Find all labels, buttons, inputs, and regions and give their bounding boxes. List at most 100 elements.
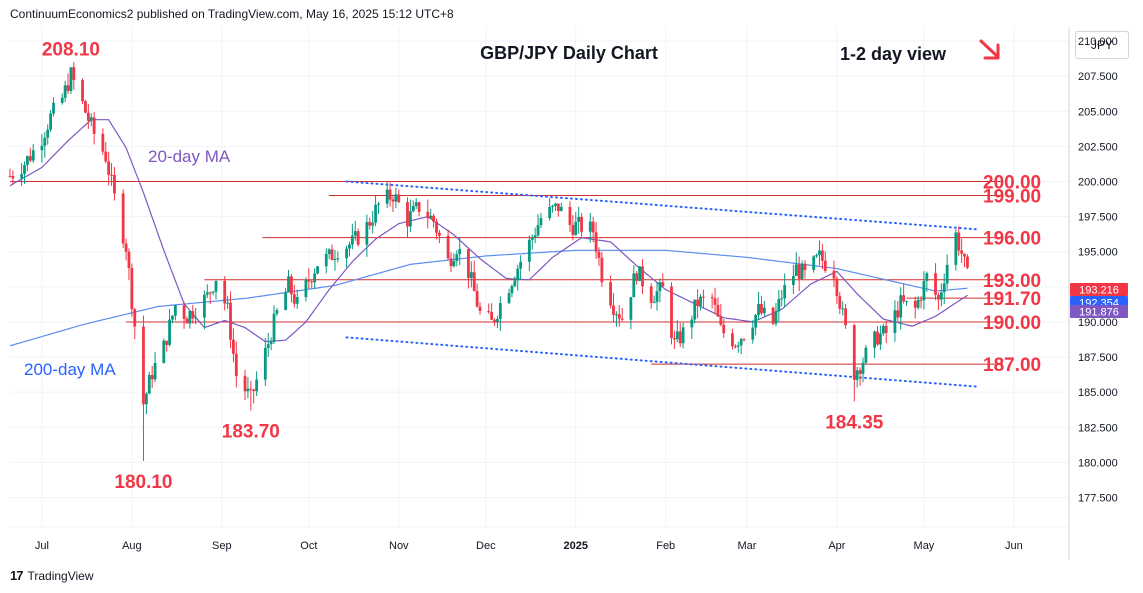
candle-body xyxy=(925,273,929,281)
candle-body xyxy=(742,339,746,341)
candle-body xyxy=(356,231,360,245)
candle-body xyxy=(731,333,734,347)
candle-body xyxy=(588,221,592,232)
price-annotation: 184.35 xyxy=(825,412,884,433)
candle-body xyxy=(377,203,380,205)
candle-body xyxy=(678,331,682,344)
chart-subtitle: 1-2 day view xyxy=(840,44,947,64)
candle-body xyxy=(899,295,903,318)
candle-body xyxy=(467,249,470,278)
candle-body xyxy=(46,129,50,138)
footer: 17 TradingView xyxy=(10,568,94,583)
candle-body xyxy=(594,232,598,252)
candle-body xyxy=(446,235,450,259)
candle-body xyxy=(455,254,459,262)
candle-body xyxy=(652,301,656,303)
candle-body xyxy=(165,340,169,345)
currency-selector[interactable]: JPY xyxy=(1075,31,1129,59)
candle-body xyxy=(527,239,531,262)
down-arrow-icon xyxy=(979,39,1000,60)
footer-brand[interactable]: TradingView xyxy=(27,568,94,583)
candle-body xyxy=(107,161,111,175)
candle-body xyxy=(449,258,453,267)
candle-body xyxy=(519,261,523,269)
candle-body xyxy=(739,339,743,346)
price-label-box xyxy=(1070,283,1128,296)
candle-body xyxy=(110,174,113,176)
candle-body xyxy=(597,251,601,258)
candle-body xyxy=(28,156,32,161)
y-tick-label: 180.000 xyxy=(1078,457,1118,469)
candle-body xyxy=(408,211,412,227)
candle-body xyxy=(266,344,270,348)
x-tick-label: Jun xyxy=(1005,540,1023,552)
candle-body xyxy=(86,112,90,121)
candle-body xyxy=(292,294,296,304)
candle-body xyxy=(385,189,389,204)
x-tick-label: Nov xyxy=(389,540,409,552)
y-tick-label: 187.500 xyxy=(1078,352,1118,364)
candle-body xyxy=(902,295,906,302)
y-tick-label: 177.500 xyxy=(1078,493,1118,505)
candle-body xyxy=(121,193,125,244)
candle-body xyxy=(757,304,760,315)
candle-body xyxy=(316,266,319,274)
candle-body xyxy=(49,113,53,130)
candle-body xyxy=(284,291,288,311)
candle-body xyxy=(72,67,76,81)
candle-body xyxy=(458,249,462,255)
candle-body xyxy=(487,310,491,313)
candle-body xyxy=(307,279,311,282)
candle-body xyxy=(844,308,847,326)
candle-body xyxy=(188,311,192,324)
candle-body xyxy=(374,204,377,223)
moving-averages xyxy=(9,119,968,347)
axes: 210.000 207.500 205.000 202.500 200.000 197.5… xyxy=(10,27,1128,560)
candle-body xyxy=(820,250,824,261)
candle-body xyxy=(214,280,218,292)
candle-body xyxy=(368,222,372,226)
candle-body xyxy=(635,273,639,281)
candle-body xyxy=(263,347,267,380)
candle-body xyxy=(348,244,351,249)
candle-body xyxy=(493,319,496,322)
candle-body xyxy=(905,300,908,302)
candle-body xyxy=(815,255,818,257)
candle-body xyxy=(963,253,966,257)
candle-body xyxy=(475,291,479,307)
x-tick-label: Dec xyxy=(476,540,496,552)
x-tick-label: Mar xyxy=(737,540,756,552)
candle-body xyxy=(11,176,15,179)
candle-body xyxy=(388,189,392,200)
candle-body xyxy=(617,314,621,319)
candle-body xyxy=(249,388,253,390)
candle-body xyxy=(530,237,534,240)
candle-body xyxy=(858,370,862,374)
candle-body xyxy=(275,310,279,314)
candle-body xyxy=(614,314,618,316)
candle-body xyxy=(913,300,917,308)
candle-body xyxy=(716,304,720,317)
candle-body xyxy=(803,263,807,270)
candle-body xyxy=(710,297,714,299)
candle-body xyxy=(551,206,554,208)
candle-body xyxy=(89,117,93,121)
candle-body xyxy=(498,303,502,319)
candle-body xyxy=(966,256,969,268)
candle-body xyxy=(92,117,96,134)
tradingview-logo-icon: 17 xyxy=(10,568,24,583)
candle-body xyxy=(539,218,543,226)
candle-body xyxy=(295,297,299,304)
candle-body xyxy=(324,253,328,267)
candlesticks xyxy=(8,62,969,461)
candle-body xyxy=(516,268,520,281)
candle-body xyxy=(690,319,694,328)
candle-body xyxy=(365,222,369,245)
candle-body xyxy=(577,216,581,222)
candle-body xyxy=(173,305,177,316)
candle-body xyxy=(246,388,250,392)
candle-body xyxy=(568,206,572,226)
candle-body xyxy=(63,85,67,98)
candle-body xyxy=(171,315,174,320)
